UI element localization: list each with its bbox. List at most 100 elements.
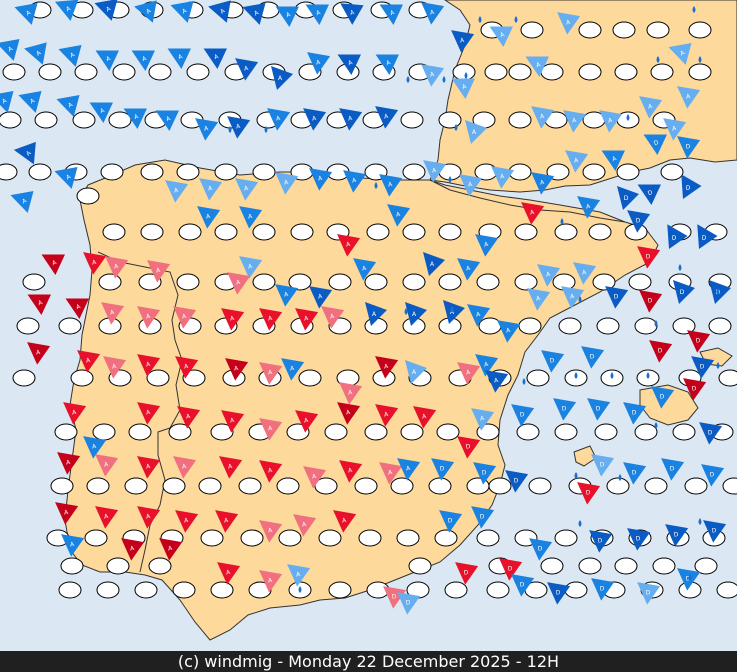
pennant-letter: A bbox=[459, 37, 465, 45]
calm-marker bbox=[168, 423, 192, 441]
pennant-letter: A bbox=[465, 265, 471, 273]
wind-pennant: A bbox=[271, 66, 293, 90]
wind-pennant: A bbox=[375, 106, 399, 129]
calm-marker bbox=[614, 557, 638, 575]
wind-pennant: D bbox=[643, 134, 667, 155]
calm-marker bbox=[688, 21, 712, 39]
calm-marker bbox=[514, 273, 538, 291]
wind-pennant: A bbox=[54, 0, 79, 21]
water-drop-icon bbox=[654, 320, 658, 327]
pennant-letter: A bbox=[539, 113, 545, 121]
pennant-letter: A bbox=[223, 517, 229, 525]
pennant-letter: A bbox=[247, 263, 253, 271]
water-drop-icon bbox=[448, 176, 452, 183]
wind-pennant: A bbox=[343, 170, 367, 193]
pennant-letter: D bbox=[519, 411, 525, 419]
pennant-letter: D bbox=[659, 393, 665, 401]
pennant-letter: A bbox=[479, 415, 485, 423]
pennant-letter: A bbox=[253, 9, 261, 18]
pennant-letter: A bbox=[431, 167, 437, 175]
calm-marker bbox=[366, 223, 390, 241]
wind-pennant: D bbox=[499, 558, 523, 581]
pennant-letter: D bbox=[391, 593, 397, 601]
pennant-letter: A bbox=[65, 173, 73, 182]
wind-pennant: A bbox=[10, 191, 34, 213]
pennant-letter: A bbox=[267, 425, 273, 433]
water-drop-icon bbox=[618, 474, 622, 481]
calm-marker bbox=[684, 477, 708, 495]
pennant-letter: A bbox=[113, 263, 119, 271]
wind-pennant: A bbox=[397, 458, 421, 481]
water-drop-icon bbox=[610, 372, 614, 379]
wind-pennant: A bbox=[175, 356, 199, 379]
pennant-letter: A bbox=[535, 295, 541, 303]
calm-marker bbox=[476, 529, 500, 547]
wind-pennant: A bbox=[353, 258, 377, 281]
wind-pennant: A bbox=[105, 256, 129, 279]
calm-marker bbox=[612, 21, 636, 39]
pennant-letter: D bbox=[685, 184, 691, 192]
calm-marker bbox=[108, 111, 132, 129]
wind-pennant: A bbox=[0, 91, 14, 113]
wind-pennant: D bbox=[681, 174, 702, 199]
wind-pennant: A bbox=[259, 362, 283, 385]
wind-pennant: A bbox=[137, 306, 161, 329]
calm-marker bbox=[694, 557, 718, 575]
wind-pennant: A bbox=[24, 42, 47, 65]
pennant-letter: D bbox=[599, 585, 605, 593]
wind-pennant: A bbox=[475, 234, 499, 257]
wind-pennant: A bbox=[281, 358, 305, 381]
calm-marker bbox=[428, 477, 452, 495]
wind-pennant: D bbox=[665, 524, 689, 547]
pennant-letter: A bbox=[412, 369, 417, 376]
wind-pennant: D bbox=[677, 136, 701, 159]
calm-marker bbox=[354, 477, 378, 495]
calm-marker bbox=[390, 477, 414, 495]
calm-marker bbox=[76, 187, 100, 205]
pennant-letter: A bbox=[283, 291, 289, 299]
calm-marker bbox=[434, 529, 458, 547]
pennant-letter: A bbox=[685, 93, 691, 101]
pennant-letter: D bbox=[589, 353, 595, 361]
pennant-letter: D bbox=[635, 535, 641, 543]
pennant-letter: A bbox=[465, 369, 471, 377]
pennant-letter: A bbox=[429, 71, 435, 79]
pennant-letter: A bbox=[103, 513, 109, 521]
wind-pennant: A bbox=[339, 460, 363, 483]
calm-marker bbox=[452, 63, 476, 81]
calm-marker bbox=[582, 163, 606, 181]
wind-pennant: D bbox=[547, 582, 571, 605]
pennant-letter: D bbox=[465, 443, 471, 451]
wind-pennant: A bbox=[565, 150, 589, 173]
wind-pennant: A bbox=[457, 258, 481, 281]
pennant-letter: D bbox=[481, 469, 487, 477]
wind-pennant: A bbox=[451, 78, 475, 99]
water-drop-icon bbox=[574, 472, 578, 479]
calm-marker bbox=[98, 273, 122, 291]
calm-marker bbox=[592, 273, 616, 291]
wind-pennant: A bbox=[337, 402, 361, 425]
calm-marker bbox=[364, 423, 388, 441]
wind-pennant: A bbox=[77, 350, 101, 373]
calm-marker bbox=[594, 423, 618, 441]
pennant-letter: A bbox=[213, 53, 220, 61]
pennant-letter: A bbox=[679, 49, 687, 58]
water-drop-icon bbox=[374, 182, 378, 189]
pennant-letter: A bbox=[383, 363, 389, 371]
wind-pennant: D bbox=[667, 224, 688, 249]
pennant-letter: A bbox=[25, 149, 33, 158]
calm-marker bbox=[102, 223, 126, 241]
wind-pennant: D bbox=[511, 574, 535, 597]
pennant-letter: D bbox=[613, 293, 619, 301]
calm-marker bbox=[112, 63, 136, 81]
calm-marker bbox=[402, 223, 426, 241]
pennant-letter: A bbox=[303, 315, 309, 323]
pennant-letter: A bbox=[183, 363, 189, 371]
pennant-letter: D bbox=[595, 405, 601, 413]
pennant-letter: D bbox=[657, 347, 663, 355]
calm-marker bbox=[148, 557, 172, 575]
pennant-letter: A bbox=[472, 129, 477, 136]
wind-pennant: D bbox=[553, 398, 577, 421]
calm-marker bbox=[72, 111, 96, 129]
calm-marker bbox=[518, 317, 542, 335]
